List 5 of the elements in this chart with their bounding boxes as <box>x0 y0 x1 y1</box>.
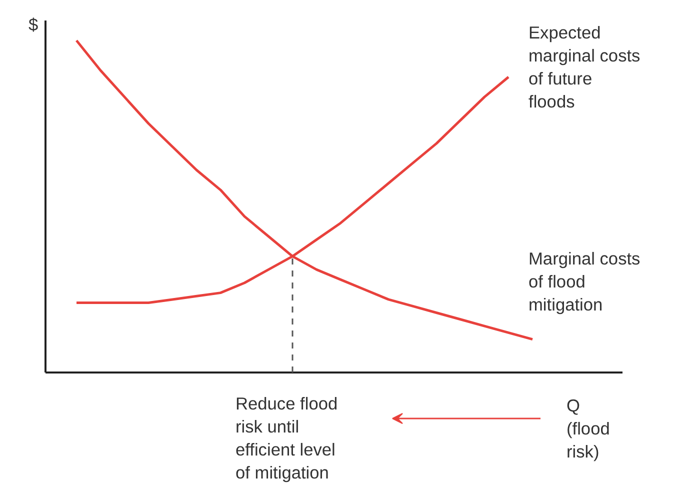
series-label: Expected marginal costs of future floods <box>528 22 641 112</box>
text: Reduce flood risk until efficient level of mitigation <box>236 394 338 482</box>
x-axis-title: Q (flood risk) <box>566 396 610 462</box>
series-label: Marginal costs of flood mitigation <box>528 248 641 314</box>
y-axis-title: $ <box>28 14 38 34</box>
